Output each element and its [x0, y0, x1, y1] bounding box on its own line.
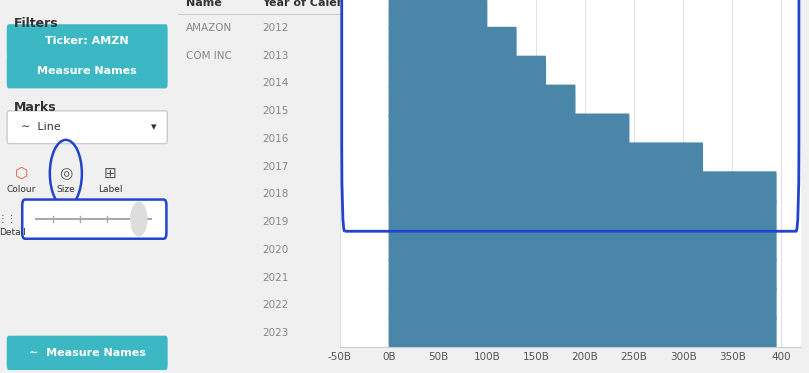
FancyBboxPatch shape [388, 27, 517, 60]
Text: 2023: 2023 [262, 328, 289, 338]
Text: 2022: 2022 [262, 300, 289, 310]
Text: 2012: 2012 [262, 23, 289, 33]
Circle shape [131, 202, 146, 236]
FancyBboxPatch shape [22, 200, 167, 239]
Text: COM INC: COM INC [186, 50, 232, 60]
Text: ⊞: ⊞ [104, 166, 116, 181]
Text: ⬡: ⬡ [15, 166, 28, 181]
Text: ▾: ▾ [151, 122, 157, 132]
FancyBboxPatch shape [388, 0, 487, 31]
FancyBboxPatch shape [6, 336, 167, 370]
FancyBboxPatch shape [388, 113, 629, 147]
Text: Name: Name [186, 0, 222, 8]
Text: 2018: 2018 [262, 189, 289, 199]
Text: Marks: Marks [15, 101, 57, 114]
FancyBboxPatch shape [388, 229, 777, 262]
Text: Ticker: AMZN: Ticker: AMZN [45, 37, 129, 46]
Text: Size: Size [57, 185, 75, 194]
Text: AMAZON: AMAZON [186, 23, 232, 33]
Text: 2019: 2019 [262, 217, 289, 227]
FancyBboxPatch shape [388, 171, 777, 204]
FancyBboxPatch shape [388, 200, 777, 233]
Text: Measure Names: Measure Names [37, 66, 137, 76]
Text: 2016: 2016 [262, 134, 289, 144]
Text: 2015: 2015 [262, 106, 289, 116]
Text: Filters: Filters [15, 17, 59, 30]
FancyBboxPatch shape [388, 258, 777, 291]
Text: ⋮⋮⋮: ⋮⋮⋮ [0, 214, 27, 224]
FancyBboxPatch shape [388, 142, 703, 176]
Text: ∼  Line: ∼ Line [21, 122, 61, 132]
FancyBboxPatch shape [388, 56, 546, 89]
FancyBboxPatch shape [388, 85, 575, 118]
Text: ◎: ◎ [59, 166, 73, 181]
Text: 2014: 2014 [262, 78, 289, 88]
FancyBboxPatch shape [388, 287, 777, 320]
Text: 2013: 2013 [262, 50, 289, 60]
FancyBboxPatch shape [388, 316, 777, 349]
FancyBboxPatch shape [6, 54, 167, 88]
Text: Colour: Colour [6, 185, 36, 194]
Text: 2021: 2021 [262, 273, 289, 282]
Text: Label: Label [98, 185, 123, 194]
Text: Year of Calend..: Year of Calend.. [262, 0, 361, 8]
Text: 2020: 2020 [262, 245, 288, 255]
Text: 2017: 2017 [262, 162, 289, 172]
FancyBboxPatch shape [6, 24, 167, 59]
FancyBboxPatch shape [7, 111, 167, 144]
Text: Detail: Detail [0, 228, 26, 236]
Text: ∼  Measure Names: ∼ Measure Names [29, 348, 146, 358]
